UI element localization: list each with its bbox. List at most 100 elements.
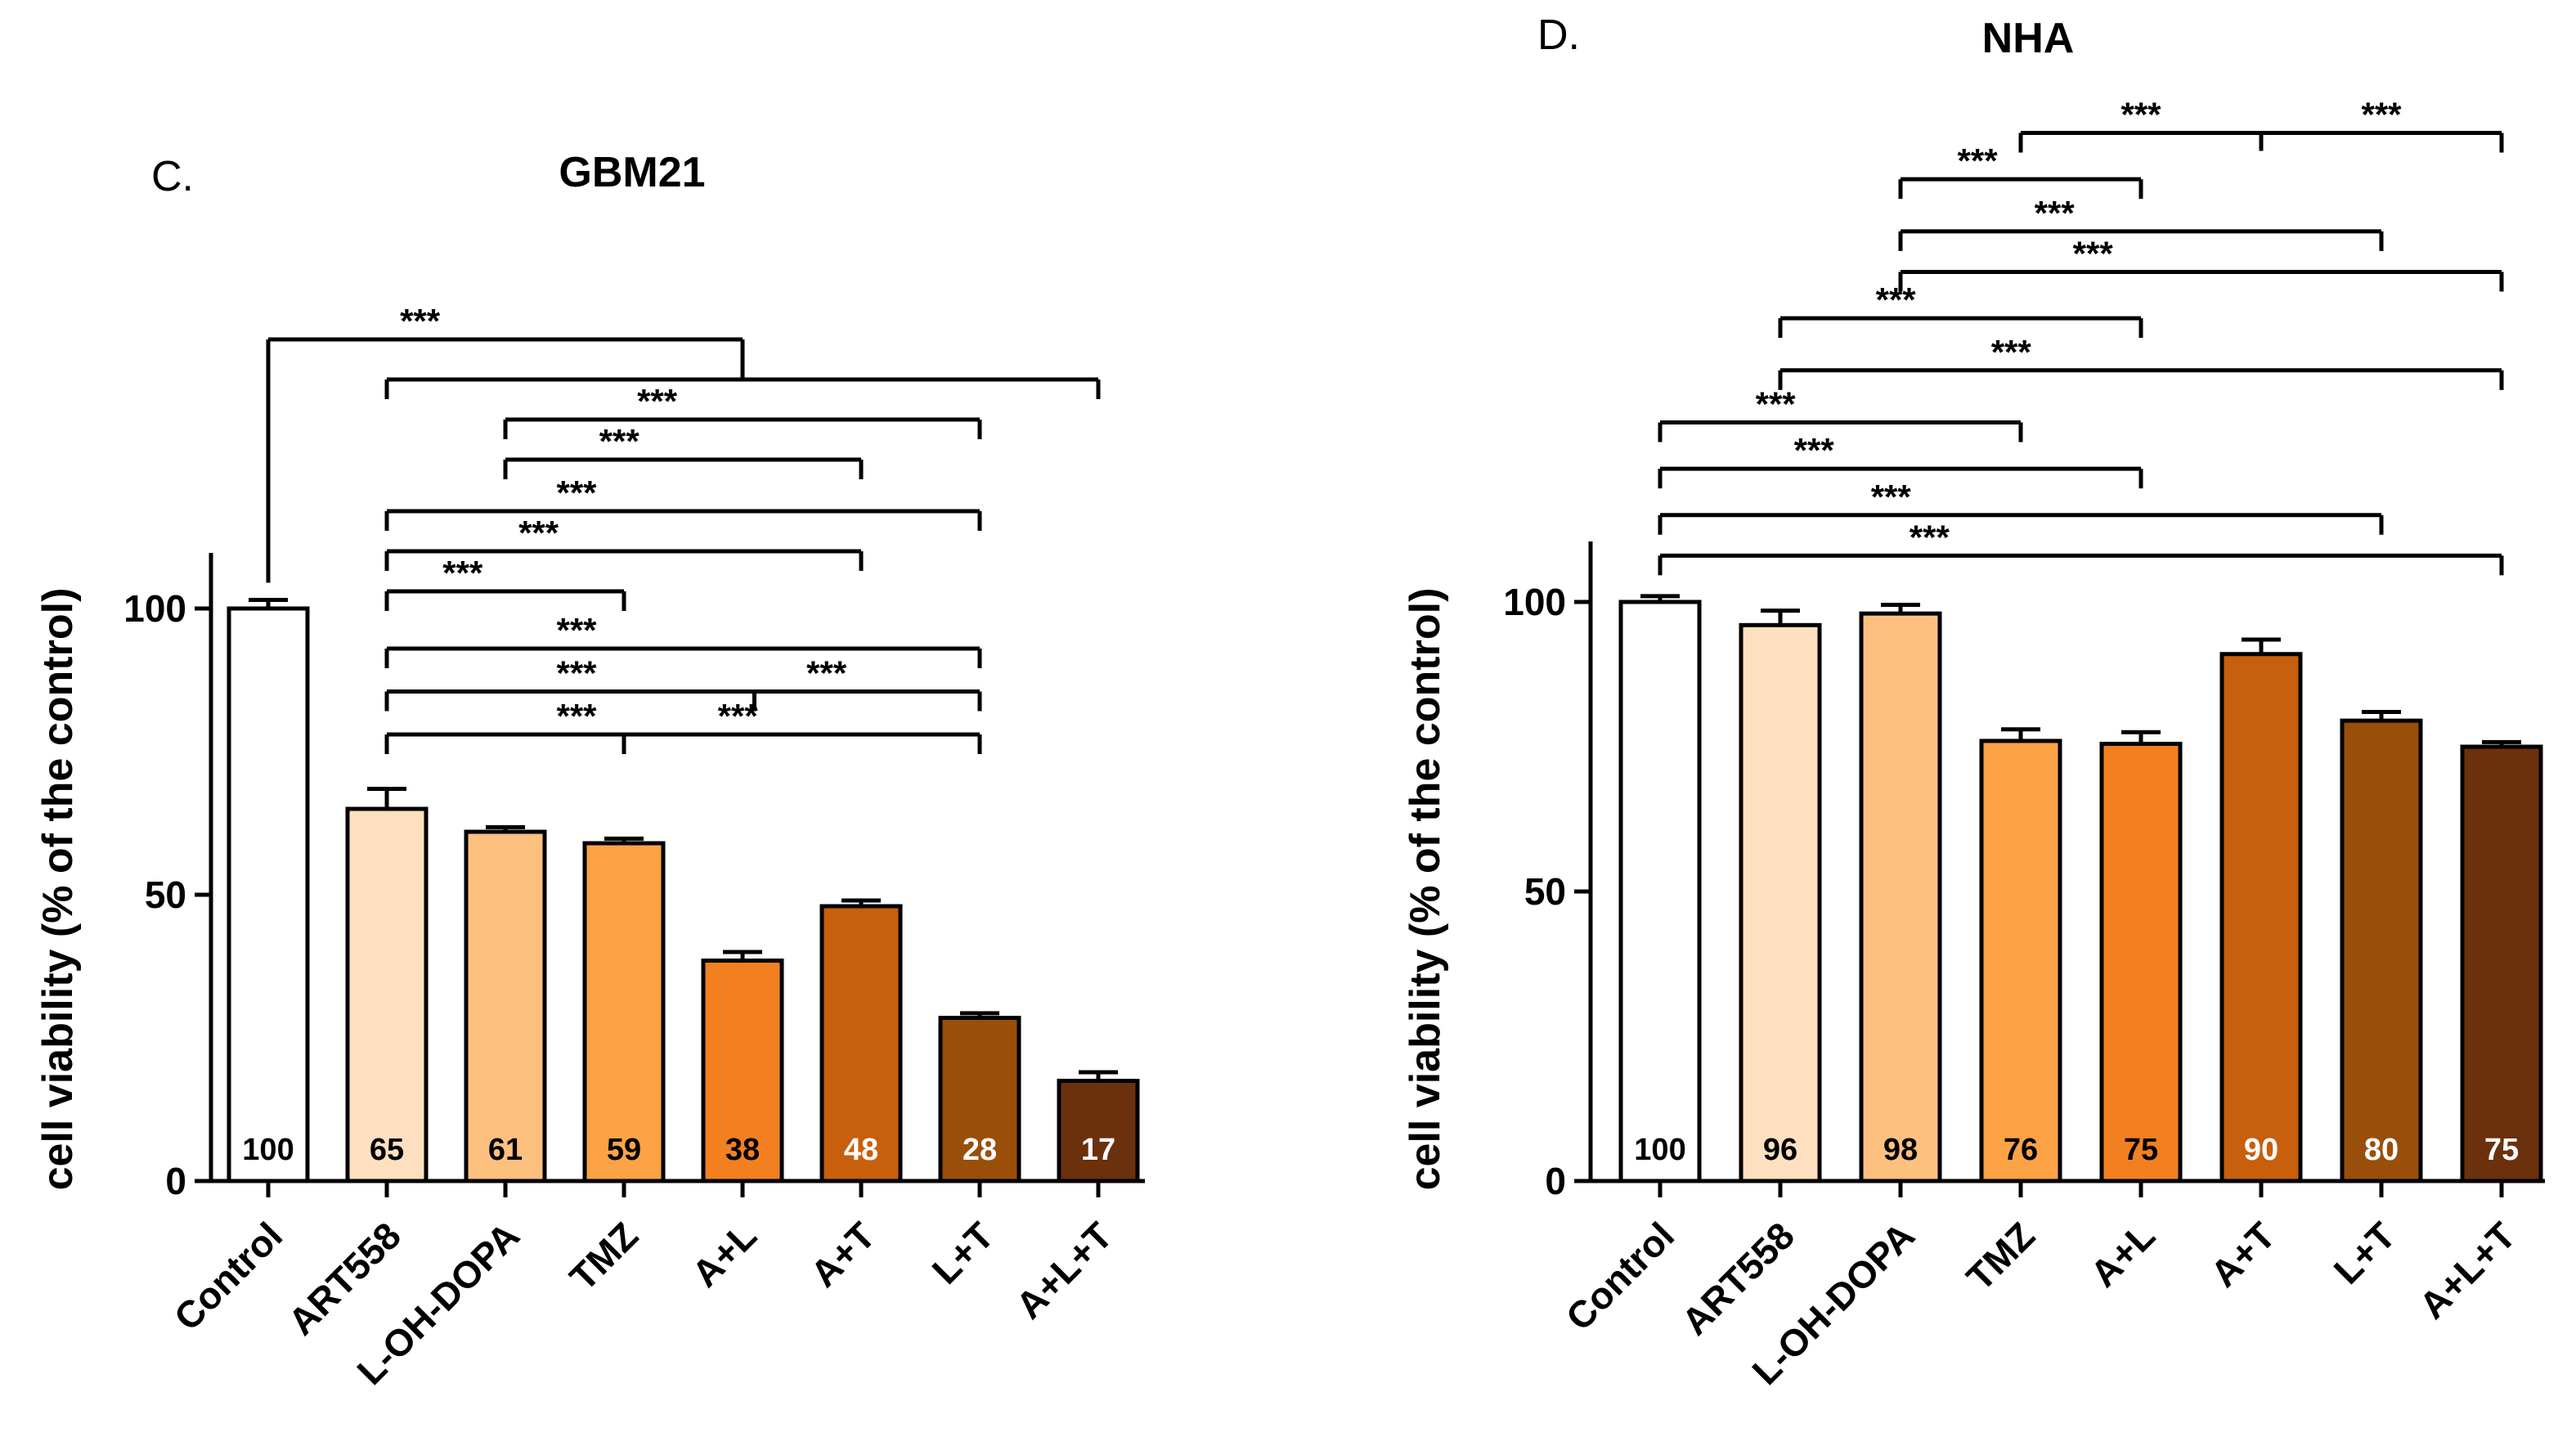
y-tick-label: 0	[1545, 1160, 1566, 1202]
significance-label: ***	[2073, 234, 2114, 272]
x-tick-label: A+L	[684, 1214, 765, 1295]
significance-label: ***	[1756, 385, 1797, 424]
data-label: 75	[2484, 1133, 2519, 1167]
significance-label: ***	[400, 302, 441, 340]
bar	[345, 806, 429, 1183]
data-label: 98	[1883, 1133, 1918, 1167]
significance-bracket: ***	[1658, 478, 2384, 535]
significance-label: ***	[442, 554, 483, 592]
significance-bracket: *** ***	[2018, 96, 2504, 153]
significance-label: ***	[599, 422, 640, 460]
data-label: 80	[2364, 1133, 2399, 1167]
significance-label: ***	[556, 474, 597, 512]
data-label: 17	[1081, 1133, 1115, 1167]
significance-label: ***	[556, 654, 597, 693]
significance-brackets: *********************************	[1658, 96, 2504, 576]
significance-label: ***	[2120, 96, 2161, 134]
significance-bracket: ***	[384, 514, 864, 571]
chart-panel-gbm21: C. GBM21 cell viability (% of the contro…	[34, 149, 1145, 1393]
chart-title: GBM21	[559, 149, 705, 196]
x-tick-label: TMZ	[1958, 1214, 2043, 1299]
bar	[2460, 744, 2543, 1183]
bar	[1739, 622, 1822, 1183]
data-label: 59	[607, 1133, 641, 1167]
data-label: 100	[1634, 1133, 1685, 1167]
x-tick-label: TMZ	[561, 1214, 646, 1299]
y-axis-label: cell viability (% of the control)	[34, 588, 82, 1191]
x-tick-label: A+L+T	[1008, 1214, 1120, 1327]
bars: 100 65 61 59 38 48 28 17	[227, 598, 1140, 1183]
bar	[2099, 741, 2183, 1183]
significance-label: ***	[1958, 141, 1999, 180]
y-tick-label: 0	[165, 1160, 186, 1202]
significance-bracket: ***	[266, 302, 1101, 583]
significance-bracket: ***	[752, 654, 982, 712]
chart-title: NHA	[1982, 15, 2075, 62]
x-tick-label: A+T	[2202, 1214, 2283, 1295]
bar	[938, 1016, 1021, 1183]
significance-label: ***	[1876, 281, 1917, 319]
bar	[1859, 611, 1942, 1183]
significance-bracket: ***	[384, 697, 982, 754]
y-tick-label: 50	[1524, 870, 1566, 913]
significance-bracket: ***	[384, 654, 982, 712]
significance-bracket: ***	[1898, 234, 2504, 292]
significance-bracket: ***	[1898, 141, 2143, 200]
data-label: 100	[242, 1133, 294, 1167]
x-tick-label: A+L+T	[2411, 1214, 2524, 1327]
significance-bracket: ***	[1778, 333, 2504, 390]
significance-bracket: ***	[1658, 385, 2023, 442]
data-label: 28	[963, 1133, 997, 1167]
y-tick-label: 100	[123, 587, 186, 630]
significance-label: ***	[556, 697, 597, 735]
chart-panel-nha: D. NHA cell viability (% of the control)…	[1402, 11, 2545, 1393]
data-label: 76	[2004, 1133, 2038, 1167]
significance-bracket: ***	[622, 697, 982, 754]
bar	[2340, 718, 2423, 1183]
significance-label: ***	[2361, 96, 2402, 134]
significance-bracket: ***	[384, 554, 626, 611]
significance-label: ***	[2035, 194, 2076, 232]
bar	[227, 606, 310, 1183]
significance-bracket: ***	[503, 422, 864, 479]
significance-brackets: *********************************	[266, 302, 1101, 754]
y-tick-label: 50	[145, 873, 186, 916]
y-tick-label: 100	[1503, 581, 1566, 623]
bar	[701, 959, 784, 1183]
data-label: 65	[370, 1133, 404, 1167]
significance-bracket: ***	[1658, 431, 2143, 489]
significance-label: ***	[556, 611, 597, 649]
data-label: 90	[2244, 1133, 2278, 1167]
bar	[582, 841, 666, 1183]
x-tick-label: L+T	[924, 1214, 1003, 1292]
data-label: 61	[488, 1133, 523, 1167]
x-tick-label: A+L	[2082, 1214, 2163, 1295]
panel-letter: D.	[1537, 11, 1580, 59]
significance-label: ***	[518, 514, 559, 552]
x-tick-label: A+T	[802, 1214, 883, 1295]
significance-bracket: ***	[1898, 194, 2384, 251]
significance-label: ***	[637, 382, 678, 420]
bar	[819, 904, 903, 1183]
x-tick-label: Control	[166, 1214, 290, 1338]
data-label: 96	[1763, 1133, 1797, 1167]
x-tick-label: L+T	[2326, 1214, 2404, 1292]
significance-label: ***	[806, 654, 847, 693]
bar	[1979, 739, 2062, 1183]
data-label: 38	[725, 1133, 760, 1167]
significance-label: ***	[1794, 431, 1835, 469]
data-label: 75	[2124, 1133, 2158, 1167]
bars: 100 96 98 76 75 90 80 75	[1618, 594, 2543, 1183]
bar	[2219, 652, 2303, 1183]
bar	[1057, 1079, 1140, 1183]
significance-label: ***	[718, 697, 759, 735]
significance-bracket: ***	[1778, 281, 2143, 339]
x-tick-label: Control	[1558, 1214, 1682, 1338]
y-axis-label: cell viability (% of the control)	[1402, 588, 1449, 1191]
data-label: 48	[844, 1133, 878, 1167]
significance-label: ***	[1871, 478, 1912, 516]
significance-bracket: ***	[1658, 518, 2504, 576]
significance-bracket: ***	[384, 474, 982, 531]
